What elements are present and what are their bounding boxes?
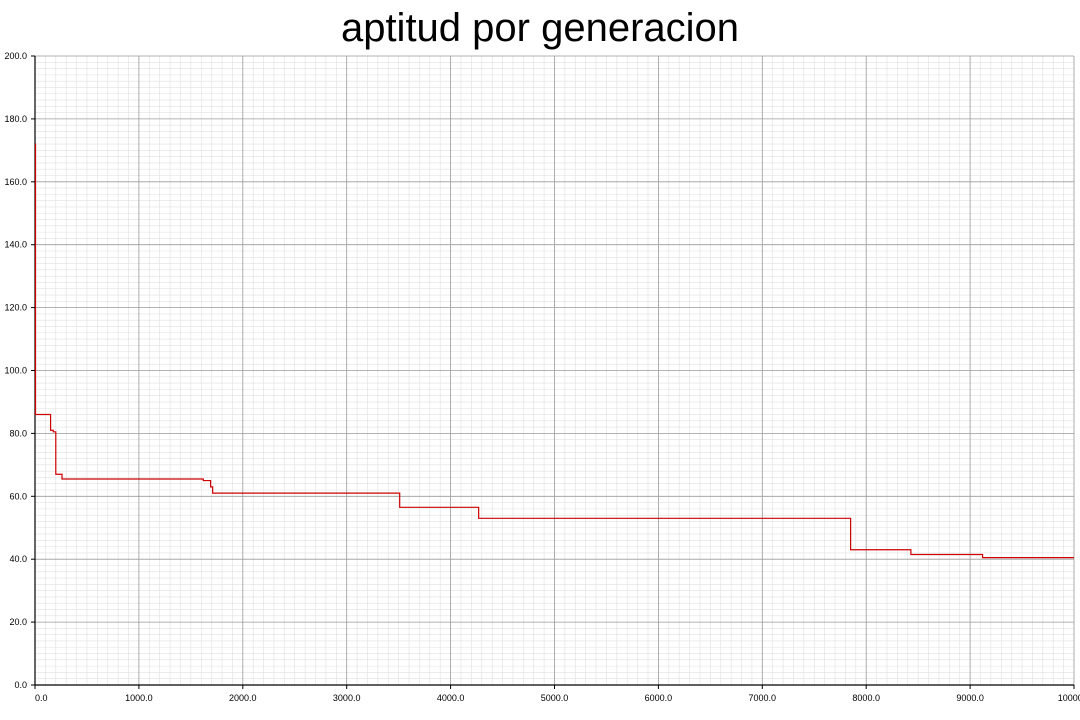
y-axis-ticks: 0.0 20.0 40.0 60.0 80.0 100.0 120.0 140.0 160.0 1… xyxy=(4,51,35,690)
series-group xyxy=(34,143,1074,559)
x-tick-label: 5000.0 xyxy=(541,693,569,703)
major-grid xyxy=(34,55,1075,686)
y-tick-label: 40.0 xyxy=(9,554,27,564)
chart-title: aptitud por generacion xyxy=(340,6,740,50)
y-tick-label: 200.0 xyxy=(4,51,27,61)
y-tick-label: 20.0 xyxy=(9,617,27,627)
y-tick-label: 140.0 xyxy=(4,240,27,250)
x-tick-label: 2000.0 xyxy=(229,693,257,703)
x-axis-ticks: 0.0 1000.0 2000.0 3000.0 4000.0 5000.0 6000.0 7… xyxy=(34,685,1080,703)
x-tick-label: 8000.0 xyxy=(852,693,880,703)
x-tick-label: 4000.0 xyxy=(437,693,465,703)
y-tick-label: 60.0 xyxy=(9,491,27,501)
series-line xyxy=(34,143,1074,559)
x-tick-label: 1000.0 xyxy=(125,693,153,703)
x-tick-label: 9000.0 xyxy=(956,693,984,703)
y-tick-label: 120.0 xyxy=(4,303,27,313)
x-tick-label: 0.0 xyxy=(35,693,48,703)
y-tick-label: 160.0 xyxy=(4,177,27,187)
y-tick-label: 0.0 xyxy=(14,680,27,690)
x-tick-label: 7000.0 xyxy=(749,693,777,703)
y-tick-label: 80.0 xyxy=(9,428,27,438)
x-tick-label: 3000.0 xyxy=(333,693,361,703)
y-tick-label: 180.0 xyxy=(4,114,27,124)
y-tick-label: 100.0 xyxy=(4,366,27,376)
x-tick-label: 6000.0 xyxy=(645,693,673,703)
